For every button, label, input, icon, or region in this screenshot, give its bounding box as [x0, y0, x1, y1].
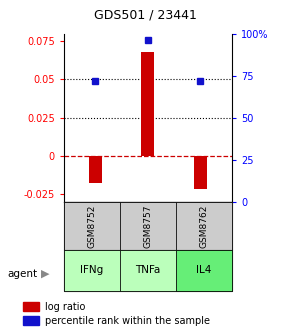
Bar [120, 202, 176, 250]
Text: GSM8757: GSM8757 [143, 204, 153, 248]
Bar [64, 250, 120, 291]
Bar [176, 202, 232, 250]
Bar [89, 156, 102, 183]
Bar [23, 302, 39, 311]
Bar [120, 250, 176, 291]
Text: GSM8752: GSM8752 [87, 204, 96, 248]
Bar [64, 202, 120, 250]
Text: IFNg: IFNg [80, 265, 104, 276]
Bar [23, 316, 39, 325]
Text: TNFa: TNFa [135, 265, 161, 276]
Bar [141, 52, 155, 156]
Text: log ratio: log ratio [45, 302, 85, 312]
Text: IL4: IL4 [196, 265, 212, 276]
Text: GSM8762: GSM8762 [200, 204, 209, 248]
Bar [176, 250, 232, 291]
Text: percentile rank within the sample: percentile rank within the sample [45, 316, 210, 326]
Bar [194, 156, 207, 190]
Text: agent: agent [7, 269, 37, 279]
Text: ▶: ▶ [41, 269, 49, 279]
Text: GDS501 / 23441: GDS501 / 23441 [94, 9, 196, 22]
